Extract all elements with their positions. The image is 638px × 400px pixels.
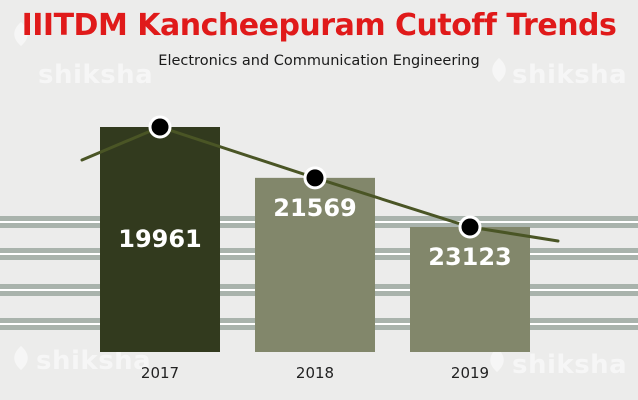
- chart-title: IIITDM Kancheepuram Cutoff Trends: [21, 8, 617, 43]
- x-tick-label: 2018: [296, 364, 334, 382]
- shiksha-logo-icon: [486, 346, 508, 374]
- trend-marker: [458, 215, 482, 239]
- data-label: 23123: [428, 243, 512, 271]
- x-axis-ticks: 2017 2018 2019: [141, 364, 489, 382]
- shiksha-logo-icon: [488, 56, 510, 84]
- data-labels-group: 19961 21569 23123: [118, 194, 512, 271]
- bar-2017: [100, 127, 220, 352]
- x-tick-label: 2017: [141, 364, 179, 382]
- x-tick-label: 2019: [451, 364, 489, 382]
- data-label: 19961: [118, 225, 202, 253]
- watermark-text: shiksha: [512, 350, 628, 380]
- bar-2018: [255, 177, 375, 352]
- bars-group: [100, 127, 530, 352]
- bar-2019: [410, 227, 530, 352]
- watermark-text: shiksha: [38, 60, 154, 90]
- shiksha-logo-icon: [10, 20, 32, 48]
- trend-marker: [303, 166, 327, 190]
- shiksha-logo-icon: [10, 344, 32, 372]
- chart-subtitle: Electronics and Communication Engineerin…: [158, 53, 480, 69]
- trend-line-group: [80, 115, 560, 243]
- data-label: 21569: [273, 194, 357, 222]
- watermark-text: shiksha: [512, 60, 628, 90]
- trend-marker: [148, 115, 172, 139]
